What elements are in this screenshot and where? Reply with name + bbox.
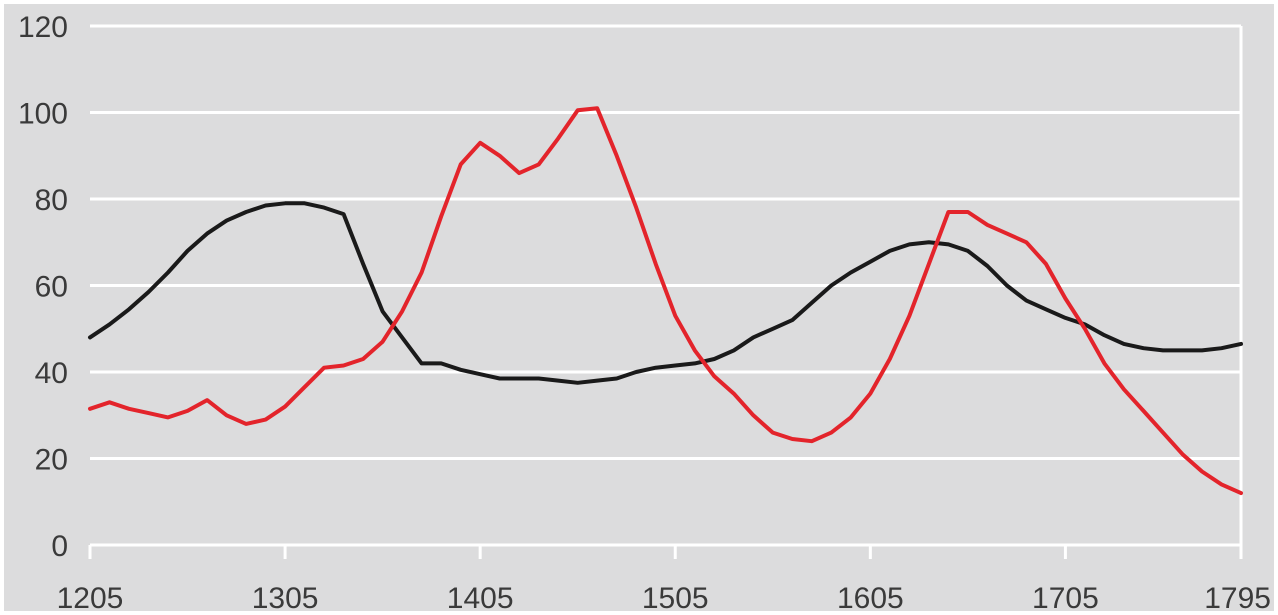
- y-tick-label-0: 0: [51, 530, 68, 563]
- x-tick-label-1605: 1605: [837, 582, 904, 615]
- x-tick-label-1305: 1305: [252, 582, 319, 615]
- x-tick-labels: 1205 1305 1405 1505 1605 1705 1795: [57, 582, 1271, 615]
- series-lines: [88, 106, 1243, 496]
- series-line-1: [88, 201, 1243, 385]
- x-axis: [88, 543, 1243, 559]
- x-tick-label-1205: 1205: [57, 582, 124, 615]
- y-tick-labels: 0 20 40 60 80 100 120: [18, 11, 68, 563]
- y-tick-label-120: 120: [18, 11, 68, 44]
- y-tick-label-20: 20: [35, 444, 68, 477]
- x-tick-label-1795: 1795: [1204, 582, 1271, 615]
- x-tick-label-1705: 1705: [1032, 582, 1099, 615]
- plot-background: [4, 4, 1274, 611]
- x-tick-label-1505: 1505: [642, 582, 709, 615]
- series-line-2: [88, 106, 1243, 496]
- y-tick-label-80: 80: [35, 184, 68, 217]
- y-tick-label-100: 100: [18, 98, 68, 131]
- y-tick-label-60: 60: [35, 271, 68, 304]
- x-tick-label-1405: 1405: [447, 582, 514, 615]
- y-tick-label-40: 40: [35, 357, 68, 390]
